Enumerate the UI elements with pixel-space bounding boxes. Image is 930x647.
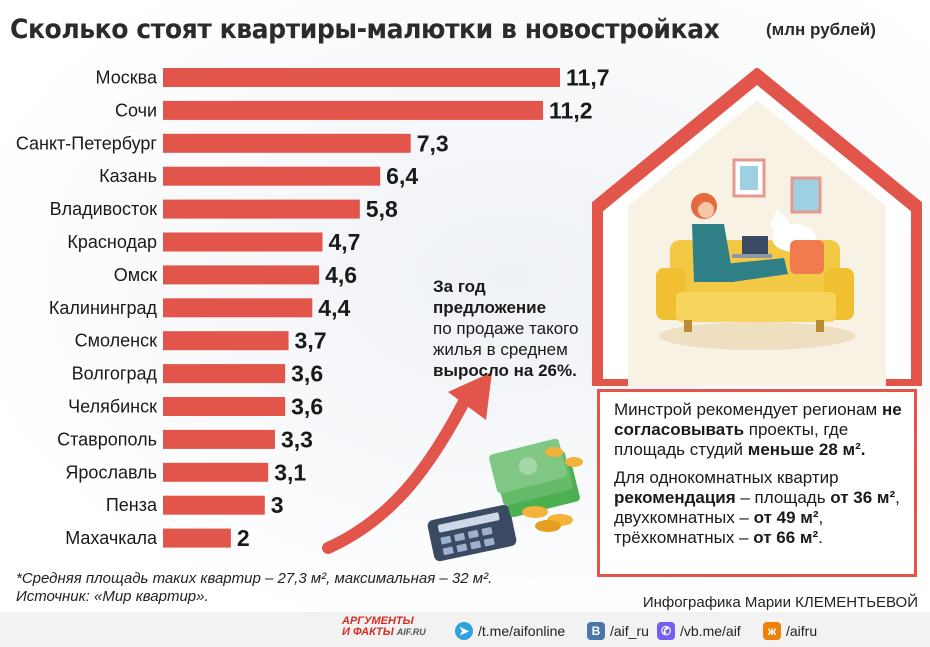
- value-label: 4,6: [325, 262, 357, 288]
- category-label: Санкт-Петербург: [16, 133, 158, 153]
- info-paragraph-2: Для однокомнатных квартир рекомендация –…: [614, 468, 900, 547]
- bar: [163, 133, 411, 153]
- unit-label: (млн рублей): [766, 20, 876, 39]
- category-label: Омск: [114, 265, 157, 285]
- category-label: Махачкала: [65, 528, 158, 548]
- value-label: 3,6: [291, 394, 323, 420]
- aif-logo[interactable]: АРГУМЕНТЫ И ФАКТЫ AIF.RU: [342, 615, 426, 638]
- bar: [163, 331, 289, 351]
- value-label: 4,7: [328, 229, 360, 255]
- value-label: 3,3: [281, 426, 313, 452]
- bar: [163, 495, 265, 515]
- bar: [163, 68, 560, 87]
- cushion-icon: [790, 240, 824, 274]
- bar: [163, 364, 286, 384]
- bar: [163, 397, 286, 416]
- bar: [163, 528, 231, 548]
- growth-line-4: жилья в среднем: [433, 340, 568, 359]
- category-label: Казань: [99, 166, 157, 186]
- bar: [163, 100, 544, 120]
- value-label: 3: [271, 492, 284, 518]
- value-label: 11,7: [566, 65, 610, 91]
- ok-link[interactable]: ж /aifru: [763, 622, 817, 640]
- bar: [163, 265, 320, 285]
- category-label: Калининград: [49, 298, 158, 318]
- category-label: Пенза: [106, 495, 158, 515]
- viber-icon: ✆: [657, 622, 675, 640]
- viber-link[interactable]: ✆ /vb.me/aif: [657, 622, 741, 640]
- odnoklassniki-icon: ж: [763, 622, 781, 640]
- woman-with-laptop-icon: [691, 193, 788, 282]
- info-box: Минстрой рекомендует регионам не согласо…: [597, 389, 917, 577]
- author-credit: Инфографика Марии КЛЕМЕНТЬЕВОЙ: [642, 594, 918, 611]
- category-label: Ярославль: [65, 462, 157, 482]
- info-paragraph-1: Минстрой рекомендует регионам не согласо…: [614, 400, 902, 459]
- growth-line-5: выросло на 26%.: [433, 361, 577, 380]
- growth-line-1: За год: [433, 277, 486, 296]
- bar: [163, 298, 313, 318]
- category-label: Ставрополь: [57, 429, 157, 449]
- growth-arrow: [322, 384, 476, 554]
- category-label: Волгоград: [72, 364, 158, 384]
- bar: [163, 166, 381, 186]
- value-label: 5,8: [366, 196, 398, 222]
- category-label: Челябинск: [68, 397, 157, 417]
- calculator-icon: [427, 504, 517, 562]
- growth-note: За год предложение по продаже такого жил…: [433, 276, 608, 381]
- bar: [163, 232, 323, 252]
- bar-chart: Москва 11,7 Сочи 11,2 Санкт-Петербург 7,3 Каза…: [16, 65, 610, 552]
- bar: [163, 429, 275, 449]
- money-stack-icon: [489, 438, 583, 532]
- value-label: 3,7: [295, 328, 327, 354]
- page-title: Сколько стоят квартиры-малютки в новостр…: [10, 14, 720, 45]
- value-label: 3,6: [291, 361, 323, 387]
- value-label: 2: [237, 525, 250, 551]
- bar: [163, 462, 269, 482]
- value-label: 6,4: [386, 163, 418, 189]
- footnote-line-1: *Средняя площадь таких квартир – 27,3 м²…: [16, 570, 493, 587]
- category-label: Сочи: [115, 100, 157, 120]
- category-label: Смоленск: [75, 331, 157, 351]
- telegram-icon: ➤: [455, 622, 473, 640]
- growth-arrow-head: [448, 372, 492, 420]
- category-label: Владивосток: [50, 199, 158, 219]
- telegram-link[interactable]: ➤ /t.me/aifonline: [455, 622, 565, 640]
- footnote: *Средняя площадь таких квартир – 27,3 м²…: [16, 570, 492, 606]
- growth-line-3: по продаже такого: [433, 319, 579, 338]
- growth-line-2: предложение: [433, 298, 547, 317]
- value-label: 4,4: [318, 295, 350, 321]
- vk-icon: B: [587, 622, 605, 640]
- value-label: 3,1: [274, 459, 306, 485]
- vk-link[interactable]: B /aif_ru: [587, 622, 649, 640]
- value-label: 11,2: [549, 97, 593, 123]
- category-label: Москва: [96, 68, 158, 88]
- house-illustration: [592, 68, 922, 386]
- value-label: 7,3: [417, 130, 449, 156]
- bar: [163, 199, 360, 219]
- footnote-source: Источник: «Мир квартир».: [16, 588, 209, 605]
- category-label: Краснодар: [67, 232, 157, 252]
